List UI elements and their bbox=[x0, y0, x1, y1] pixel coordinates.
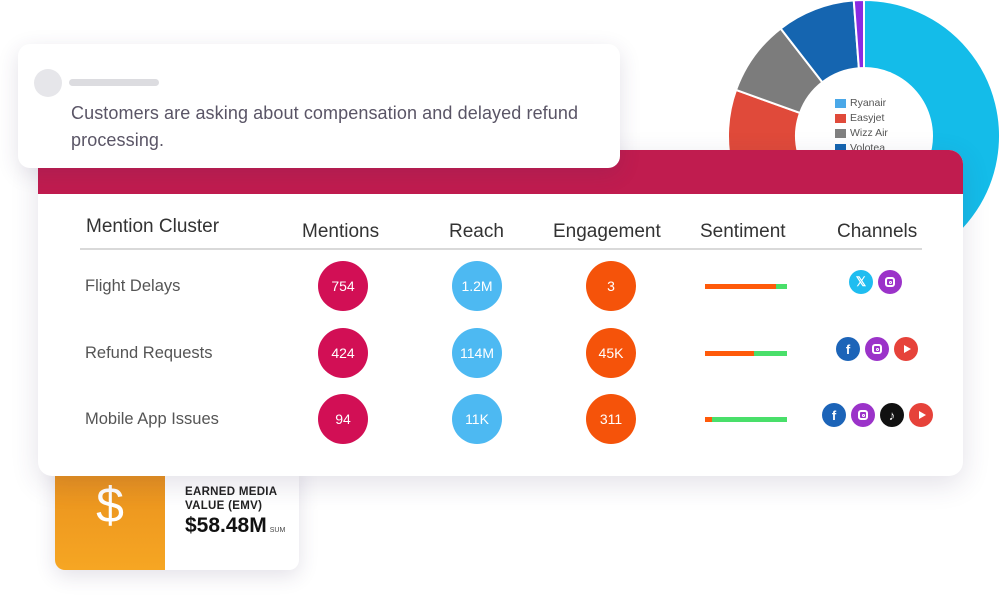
channel-icons: f bbox=[836, 337, 918, 361]
instagram-icon[interactable] bbox=[878, 270, 902, 294]
cluster-name: Refund Requests bbox=[85, 344, 213, 362]
emv-icon-tile: $ bbox=[55, 460, 165, 570]
mentions-badge: 754 bbox=[318, 261, 368, 311]
facebook-icon[interactable]: f bbox=[836, 337, 860, 361]
comment-text: Customers are asking about compensation … bbox=[71, 103, 579, 150]
emv-label-line1: EARNED MEDIA bbox=[185, 486, 278, 498]
mentions-badge: 94 bbox=[318, 394, 368, 444]
reach-badge: 114M bbox=[452, 328, 502, 378]
channel-icons: 𝕏 bbox=[849, 270, 902, 294]
username-placeholder bbox=[69, 79, 159, 86]
youtube-icon[interactable] bbox=[909, 403, 933, 427]
legend-item-wizz-air: Wizz Air bbox=[835, 126, 888, 141]
engagement-badge: 311 bbox=[586, 394, 636, 444]
table-row[interactable]: Mobile App Issues 94 11K 311 f ♪ bbox=[38, 389, 963, 449]
header-mentions: Mentions bbox=[302, 221, 380, 242]
engagement-badge: 3 bbox=[586, 261, 636, 311]
engagement-badge: 45K bbox=[586, 328, 636, 378]
legend-label: Easyjet bbox=[850, 112, 885, 124]
channel-icons: f ♪ bbox=[822, 403, 933, 427]
avatar bbox=[34, 69, 62, 97]
dollar-icon: $ bbox=[96, 477, 124, 533]
sentiment-negative-segment bbox=[705, 417, 713, 422]
emv-suffix: SUM bbox=[269, 527, 286, 534]
header-engagement: Engagement bbox=[553, 221, 661, 242]
donut-legend: Ryanair Easyjet Wizz Air Volotea bbox=[835, 96, 888, 156]
mention-cluster-card: Mention Cluster Mentions Reach Engagemen… bbox=[38, 150, 963, 476]
emv-label-line2: VALUE (EMV) bbox=[185, 500, 263, 512]
legend-swatch bbox=[835, 144, 846, 153]
table-row[interactable]: Flight Delays 754 1.2M 3 𝕏 bbox=[38, 256, 963, 316]
legend-swatch bbox=[835, 99, 846, 108]
header-reach: Reach bbox=[449, 221, 504, 242]
legend-item-ryanair: Ryanair bbox=[835, 96, 888, 111]
emv-value: $58.48M bbox=[185, 514, 267, 537]
legend-swatch bbox=[835, 114, 846, 123]
emv-label: EARNED MEDIA VALUE (EMV) bbox=[185, 485, 277, 513]
emv-value-row: $58.48M SUM bbox=[185, 514, 285, 538]
legend-swatch bbox=[835, 129, 846, 138]
instagram-icon[interactable] bbox=[865, 337, 889, 361]
facebook-icon[interactable]: f bbox=[822, 403, 846, 427]
reach-badge: 1.2M bbox=[452, 261, 502, 311]
sentiment-positive-segment bbox=[754, 351, 787, 356]
youtube-icon[interactable] bbox=[894, 337, 918, 361]
sentiment-bar bbox=[705, 284, 787, 289]
sentiment-negative-segment bbox=[705, 351, 755, 356]
x-icon[interactable]: 𝕏 bbox=[849, 270, 873, 294]
mentions-badge: 424 bbox=[318, 328, 368, 378]
emv-card: $ EARNED MEDIA VALUE (EMV) $58.48M SUM bbox=[55, 460, 299, 570]
tiktok-icon[interactable]: ♪ bbox=[880, 403, 904, 427]
header-channels: Channels bbox=[837, 221, 918, 242]
cluster-name: Mobile App Issues bbox=[85, 410, 219, 428]
legend-label: Ryanair bbox=[850, 97, 887, 109]
sentiment-negative-segment bbox=[705, 284, 777, 289]
sentiment-bar bbox=[705, 417, 787, 422]
reach-badge: 11K bbox=[452, 394, 502, 444]
legend-label: Wizz Air bbox=[850, 127, 888, 139]
legend-item-easyjet: Easyjet bbox=[835, 111, 888, 126]
header-mention-cluster: Mention Cluster bbox=[86, 216, 220, 237]
table-row[interactable]: Refund Requests 424 114M 45K f bbox=[38, 323, 963, 383]
comment-card: Customers are asking about compensation … bbox=[18, 44, 620, 168]
sentiment-bar bbox=[705, 351, 787, 356]
header-sentiment: Sentiment bbox=[700, 221, 786, 242]
sentiment-positive-segment bbox=[776, 284, 787, 289]
cluster-name: Flight Delays bbox=[85, 277, 181, 295]
table-header: Mention Cluster Mentions Reach Engagemen… bbox=[80, 216, 922, 250]
donut-segment bbox=[852, 0, 865, 70]
sentiment-positive-segment bbox=[712, 417, 787, 422]
instagram-icon[interactable] bbox=[851, 403, 875, 427]
